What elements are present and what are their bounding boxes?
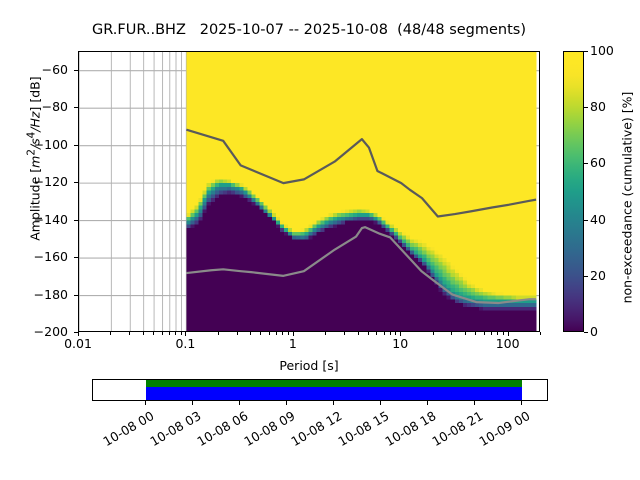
coverage-tick-mark [521, 401, 523, 405]
x-tick-mark [260, 332, 262, 335]
noise-model-nlnm [186, 226, 537, 305]
colorbar-tick-mark [584, 275, 588, 277]
x-tick-label: 10 [392, 336, 409, 351]
x-tick-mark [451, 332, 453, 335]
x-tick-mark [367, 332, 369, 335]
coverage-tick-mark [380, 401, 382, 405]
x-tick-label: 0.1 [175, 336, 196, 351]
y-tick-mark [74, 294, 78, 296]
colorbar-tick-mark [584, 107, 588, 109]
colorbar-tick-mark [584, 219, 588, 221]
noise-model-nhnm [186, 128, 537, 218]
colorbar-tick-mark [584, 163, 588, 165]
coverage-tick-mark [144, 401, 146, 405]
x-tick-mark [507, 332, 509, 336]
x-tick-mark [502, 332, 504, 335]
y-tick-mark [74, 182, 78, 184]
coverage-tick-mark [285, 401, 287, 405]
coverage-plot-area[interactable] [92, 379, 548, 401]
y-tick-label: −180 [33, 286, 68, 302]
colorbar-tick-label: 80 [590, 99, 606, 115]
x-tick-mark [110, 332, 112, 335]
x-tick-mark [282, 332, 284, 335]
x-tick-mark [168, 332, 170, 335]
x-tick-mark [250, 332, 252, 335]
colorbar-tick-mark [584, 332, 588, 333]
y-tick-label: −160 [33, 249, 68, 265]
colorbar-gradient [564, 52, 583, 331]
coverage-tick-mark [474, 401, 476, 405]
x-tick-mark [383, 332, 385, 335]
coverage-tick-mark [238, 401, 240, 405]
coverage-tick-mark [332, 401, 334, 405]
x-tick-mark [78, 332, 79, 336]
x-tick-mark [217, 332, 219, 335]
x-tick-mark [129, 332, 131, 335]
x-tick-mark [395, 332, 397, 335]
colorbar-tick-label: 20 [590, 267, 606, 283]
y-tick-mark [74, 219, 78, 221]
x-tick-mark [344, 332, 346, 335]
y-tick-label: −120 [33, 174, 68, 190]
x-tick-label: 0.01 [64, 336, 92, 351]
times-used-green [145, 380, 523, 388]
x-tick-mark [292, 332, 294, 336]
y-tick-label: −140 [33, 211, 68, 227]
colorbar-tick-mark [584, 51, 588, 52]
x-tick-label: 1 [288, 336, 297, 351]
colorbar-tick-label: 40 [590, 211, 606, 227]
y-tick-label: −80 [41, 99, 68, 115]
coverage-tick-mark [191, 401, 193, 405]
x-tick-mark [491, 332, 493, 335]
y-tick-mark [74, 69, 78, 71]
x-tick-mark [325, 332, 327, 335]
x-tick-mark [269, 332, 270, 335]
x-tick-mark [497, 332, 499, 335]
x-tick-mark [180, 332, 182, 335]
x-tick-mark [475, 332, 477, 335]
x-tick-mark [376, 332, 378, 335]
x-tick-mark [287, 332, 289, 335]
colorbar-tick-label: 100 [590, 43, 614, 58]
x-tick-mark [357, 332, 359, 335]
page-title: GR.FUR..BHZ 2025-10-07 -- 2025-10-08 (48… [91, 22, 527, 38]
times-data-blue [145, 387, 523, 400]
y-tick-label: −60 [41, 61, 68, 77]
noise-model-curve-layer [79, 52, 539, 331]
x-axis-label: Period [s] [279, 358, 339, 373]
x-tick-mark [142, 332, 144, 335]
x-tick-mark [389, 332, 391, 335]
x-tick-mark [400, 332, 402, 336]
x-tick-mark [175, 332, 176, 335]
x-tick-label: 100 [495, 336, 520, 351]
x-tick-mark [276, 332, 278, 335]
y-tick-mark [74, 144, 78, 146]
x-tick-mark [483, 332, 485, 335]
x-tick-mark [540, 332, 541, 335]
y-tick-mark [74, 332, 78, 333]
colorbar-tick-label: 60 [590, 155, 606, 171]
y-tick-mark [74, 257, 78, 259]
x-tick-mark [185, 332, 187, 336]
ppsd-plot-area[interactable] [78, 51, 540, 332]
ppsd-density-layer [79, 52, 539, 331]
x-tick-mark [161, 332, 163, 335]
x-tick-mark [464, 332, 466, 335]
y-tick-label: −100 [33, 136, 68, 152]
coverage-tick-mark [427, 401, 429, 405]
colorbar-tick-label: 0 [590, 324, 598, 339]
coverage-bar [145, 380, 523, 400]
y-tick-mark [74, 107, 78, 109]
x-tick-mark [236, 332, 238, 335]
x-tick-mark [153, 332, 155, 335]
x-tick-mark [432, 332, 434, 335]
y-tick-label: −200 [33, 324, 68, 339]
colorbar [563, 51, 584, 332]
